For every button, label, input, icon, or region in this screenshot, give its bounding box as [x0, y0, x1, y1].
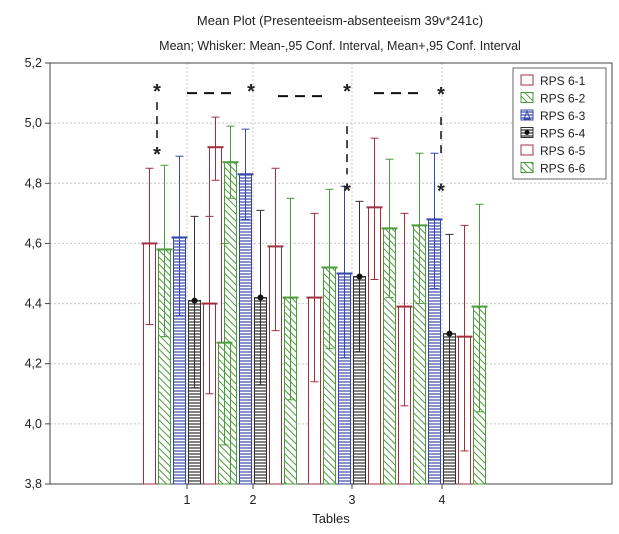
mean-marker: [191, 297, 198, 304]
legend-label: RPS 6-5: [540, 144, 586, 158]
bar: [239, 173, 252, 485]
legend: RPS 6-1 RPS 6-2 RPS 6-3 RPS 6-4 RPS 6-5 RPS 6…: [512, 67, 607, 180]
x-axis-label: Tables: [312, 511, 350, 526]
y-tick-label: 5,0: [25, 116, 42, 130]
significance-star: *: [153, 144, 161, 166]
legend-swatch: [520, 74, 534, 86]
y-tick-label: 3,8: [25, 477, 42, 491]
y-tick-label: 4,2: [25, 357, 42, 371]
chart-title: Mean Plot (Presenteeism-absenteeism 39v*…: [197, 13, 483, 28]
bars: [141, 116, 488, 485]
significance-star: *: [437, 180, 445, 202]
significance-brackets: [156, 92, 442, 175]
legend-swatch: [520, 92, 534, 103]
legend-label: RPS 6-4: [540, 127, 586, 141]
significance-stars: * * * * * * *: [153, 81, 445, 202]
y-tick-label: 5,2: [25, 56, 42, 70]
y-tick-label: 4,8: [25, 176, 42, 190]
legend-swatch: [520, 162, 534, 173]
legend-label: RPS 6-2: [540, 92, 586, 106]
legend-label: RPS 6-6: [540, 162, 586, 176]
mean-marker: [356, 273, 363, 280]
legend-box: [512, 67, 607, 180]
legend-label: RPS 6-1: [540, 74, 586, 88]
chart-subtitle: Mean; Whisker: Mean-,95 Conf. Interval, …: [159, 39, 521, 53]
legend-marker: [524, 130, 530, 135]
y-tick-label: 4,4: [25, 297, 42, 311]
x-tick-label: 2: [250, 493, 257, 507]
x-axis: 1 2 3 4: [184, 484, 446, 507]
y-tick-label: 4,6: [25, 236, 42, 250]
y-axis: 3,8 4,0 4,2 4,4 4,6 4,8 5,0 5,2: [25, 56, 50, 491]
y-tick-label: 4,0: [25, 417, 42, 431]
significance-star: *: [437, 84, 445, 106]
significance-star: *: [153, 81, 161, 103]
significance-star: *: [343, 81, 351, 103]
significance-star: *: [247, 81, 255, 103]
significance-star: *: [343, 180, 351, 202]
mean-marker: [257, 294, 264, 301]
legend-marker: [523, 109, 531, 120]
x-tick-label: 4: [439, 493, 446, 507]
x-tick-label: 3: [349, 493, 356, 507]
x-tick-label: 1: [184, 493, 191, 507]
legend-label: RPS 6-3: [540, 109, 586, 123]
mean-marker: [446, 330, 453, 337]
legend-swatch: [520, 144, 534, 156]
